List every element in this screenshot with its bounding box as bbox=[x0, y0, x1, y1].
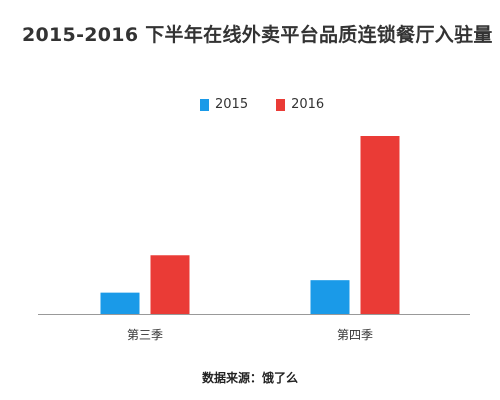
legend-swatch-2016 bbox=[276, 98, 286, 111]
chart-title: 2015-2016 下半年在线外卖平台品质连锁餐厅入驻量 bbox=[22, 24, 493, 46]
x-tick-label: 第三季 bbox=[127, 328, 163, 342]
legend-label-2016: 2016 bbox=[291, 97, 325, 112]
x-tick-label: 第四季 bbox=[337, 328, 373, 342]
bar-2015-1 bbox=[100, 292, 140, 314]
legend-swatch-2015 bbox=[200, 98, 209, 111]
bar-2016-1 bbox=[150, 255, 190, 314]
data-source: 数据来源：饿了么 bbox=[201, 371, 298, 385]
legend-item-2016: 2016 bbox=[276, 97, 324, 112]
bar-2016-2 bbox=[360, 136, 400, 314]
chart-legend: 2015 2016 bbox=[200, 97, 324, 112]
legend-item-2015: 2015 bbox=[200, 97, 248, 112]
bar-2015-2 bbox=[310, 280, 350, 314]
legend-label-2015: 2015 bbox=[215, 97, 249, 112]
